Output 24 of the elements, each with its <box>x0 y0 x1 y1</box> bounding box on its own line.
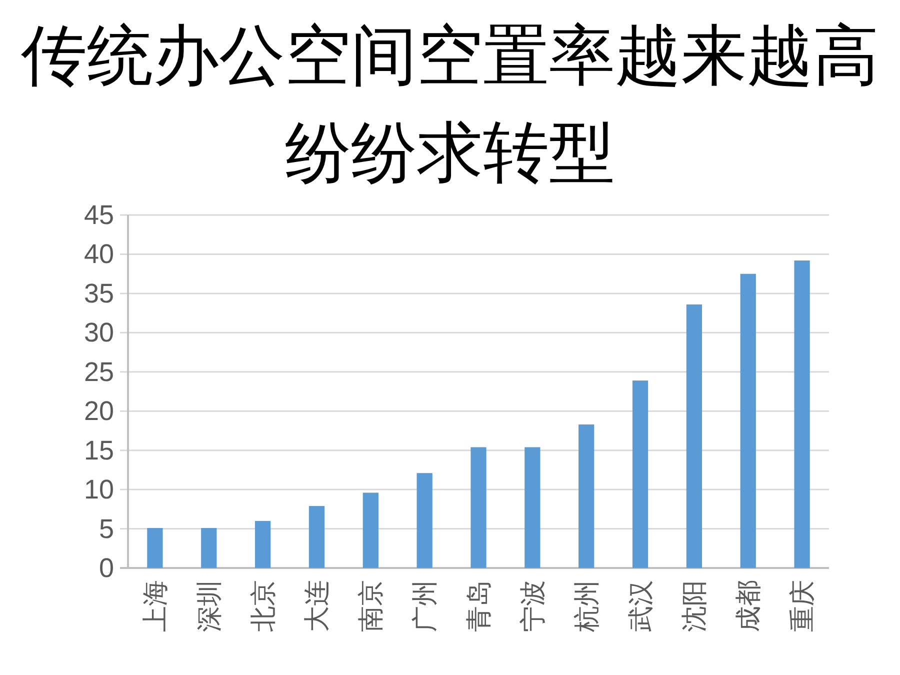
ytick: 35 <box>84 278 114 308</box>
xtick: 宁波 <box>517 580 548 632</box>
ytick: 20 <box>84 396 114 426</box>
ytick: 40 <box>84 239 114 270</box>
ytick: 15 <box>84 435 114 466</box>
xtick: 武汉 <box>625 580 656 632</box>
xtick: 大连 <box>302 580 332 632</box>
title: 传统办公空间空置率越来越高纷纷求转型 <box>21 18 879 189</box>
ytick: 45 <box>84 200 114 230</box>
xtick: 南京 <box>356 580 386 632</box>
ytick: 30 <box>84 318 114 348</box>
xtick: 北京 <box>248 580 278 632</box>
ytick: 0 <box>98 553 114 583</box>
xtick: 上海 <box>140 580 170 632</box>
xtick: 沈阳 <box>679 580 710 632</box>
ytick: 10 <box>84 474 114 505</box>
ytick: 25 <box>84 356 114 387</box>
xtick: 广州 <box>410 580 440 632</box>
xtick: 重庆 <box>787 580 818 632</box>
xtick: 深圳 <box>194 580 224 632</box>
ytick: 5 <box>98 514 114 544</box>
xtick: 杭州 <box>571 580 602 632</box>
xtick: 成都 <box>733 580 764 632</box>
xtick: 青岛 <box>464 580 494 632</box>
